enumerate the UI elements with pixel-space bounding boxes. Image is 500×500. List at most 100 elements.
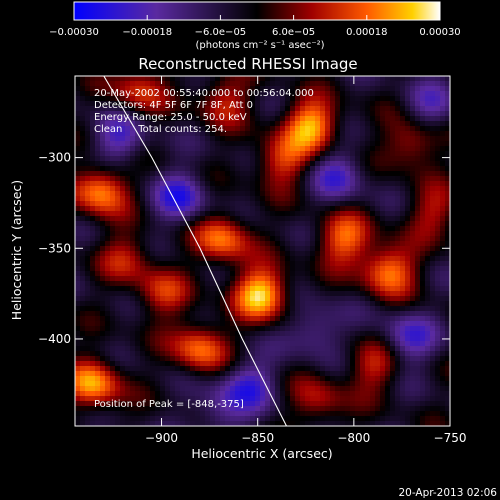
heatmap-pixel <box>330 161 335 166</box>
heatmap-pixel <box>145 96 150 101</box>
heatmap-pixel <box>245 351 250 356</box>
heatmap-pixel <box>260 126 265 131</box>
heatmap-pixel <box>150 366 155 371</box>
heatmap-pixel <box>400 231 405 236</box>
heatmap-pixel <box>205 126 210 131</box>
heatmap-pixel <box>245 171 250 176</box>
heatmap-pixel <box>370 341 375 346</box>
heatmap-pixel <box>135 351 140 356</box>
heatmap-pixel <box>330 216 335 221</box>
heatmap-pixel <box>125 151 130 156</box>
heatmap-pixel <box>385 156 390 161</box>
heatmap-pixel <box>180 341 185 346</box>
heatmap-pixel <box>310 121 315 126</box>
heatmap-pixel <box>305 376 310 381</box>
heatmap-pixel <box>390 211 395 216</box>
heatmap-pixel <box>405 296 410 301</box>
heatmap-pixel <box>195 131 200 136</box>
heatmap-pixel <box>365 181 370 186</box>
heatmap-pixel <box>110 406 115 411</box>
heatmap-pixel <box>165 396 170 401</box>
heatmap-pixel <box>285 296 290 301</box>
heatmap-pixel <box>425 291 430 296</box>
heatmap-pixel <box>150 141 155 146</box>
heatmap-pixel <box>390 296 395 301</box>
heatmap-pixel <box>295 216 300 221</box>
heatmap-pixel <box>95 366 100 371</box>
heatmap-pixel <box>180 361 185 366</box>
heatmap-pixel <box>80 196 85 201</box>
heatmap-pixel <box>285 136 290 141</box>
heatmap-pixel <box>175 126 180 131</box>
heatmap-pixel <box>335 121 340 126</box>
heatmap-pixel <box>310 246 315 251</box>
heatmap-pixel <box>115 316 120 321</box>
heatmap-pixel <box>380 336 385 341</box>
heatmap-pixel <box>280 216 285 221</box>
heatmap-pixel <box>85 151 90 156</box>
heatmap-pixel <box>220 171 225 176</box>
heatmap-pixel <box>265 156 270 161</box>
heatmap-pixel <box>150 401 155 406</box>
heatmap-pixel <box>210 136 215 141</box>
heatmap-pixel <box>280 286 285 291</box>
heatmap-pixel <box>290 176 295 181</box>
heatmap-pixel <box>220 146 225 151</box>
heatmap-pixel <box>200 391 205 396</box>
heatmap-pixel <box>385 86 390 91</box>
heatmap-pixel <box>240 251 245 256</box>
heatmap-pixel <box>250 96 255 101</box>
heatmap-pixel <box>140 106 145 111</box>
heatmap-pixel <box>435 96 440 101</box>
heatmap-pixel <box>150 191 155 196</box>
heatmap-pixel <box>165 336 170 341</box>
heatmap-pixel <box>260 286 265 291</box>
heatmap-pixel <box>90 356 95 361</box>
heatmap-pixel <box>335 191 340 196</box>
heatmap-pixel <box>270 276 275 281</box>
heatmap-pixel <box>200 186 205 191</box>
heatmap-pixel <box>400 316 405 321</box>
heatmap-pixel <box>135 216 140 221</box>
heatmap-pixel <box>405 236 410 241</box>
heatmap-pixel <box>410 281 415 286</box>
heatmap-pixel <box>345 196 350 201</box>
heatmap-pixel <box>135 301 140 306</box>
heatmap-pixel <box>195 76 200 81</box>
heatmap-pixel <box>230 211 235 216</box>
heatmap-pixel <box>340 191 345 196</box>
heatmap-pixel <box>290 106 295 111</box>
heatmap-pixel <box>270 116 275 121</box>
heatmap-pixel <box>170 366 175 371</box>
heatmap-pixel <box>185 336 190 341</box>
heatmap-pixel <box>365 296 370 301</box>
heatmap-pixel <box>215 256 220 261</box>
heatmap-pixel <box>390 216 395 221</box>
heatmap-pixel <box>335 256 340 261</box>
heatmap-pixel <box>340 246 345 251</box>
heatmap-pixel <box>200 236 205 241</box>
heatmap-pixel <box>190 236 195 241</box>
heatmap-pixel <box>360 226 365 231</box>
heatmap-pixel <box>365 96 370 101</box>
heatmap-pixel <box>210 121 215 126</box>
heatmap-pixel <box>150 81 155 86</box>
heatmap-pixel <box>250 221 255 226</box>
heatmap-pixel <box>220 326 225 331</box>
heatmap-pixel <box>370 116 375 121</box>
heatmap-pixel <box>350 371 355 376</box>
heatmap-pixel <box>330 206 335 211</box>
heatmap-pixel <box>325 121 330 126</box>
heatmap-pixel <box>95 251 100 256</box>
heatmap-pixel <box>330 156 335 161</box>
heatmap-pixel <box>165 326 170 331</box>
heatmap-pixel <box>430 251 435 256</box>
heatmap-pixel <box>210 171 215 176</box>
heatmap-pixel <box>245 101 250 106</box>
heatmap-pixel <box>110 126 115 131</box>
heatmap-pixel <box>325 91 330 96</box>
heatmap-pixel <box>215 146 220 151</box>
heatmap-pixel <box>195 81 200 86</box>
heatmap-pixel <box>100 281 105 286</box>
heatmap-pixel <box>390 81 395 86</box>
